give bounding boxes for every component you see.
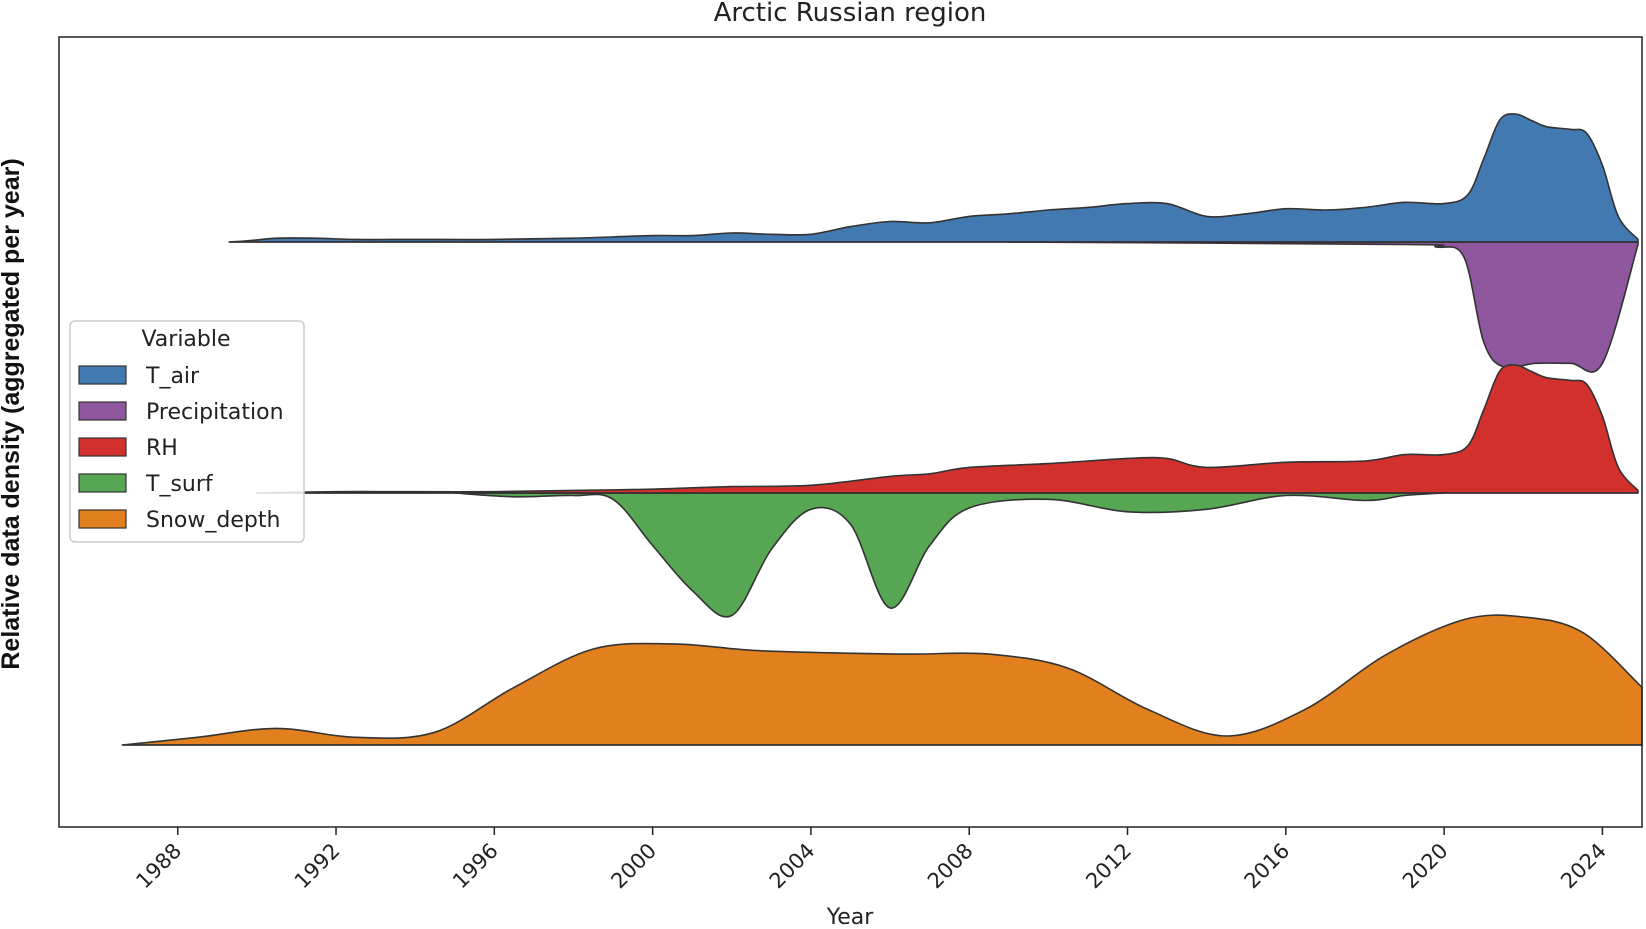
x-tick-label: 2008	[923, 839, 978, 894]
legend-swatch	[78, 401, 127, 421]
x-ticks: 1988 1992 1996 2000 2004 2008 2012 2016 2020 2024	[131, 827, 1611, 894]
series-area-rh	[256, 364, 1639, 494]
x-tick-label: 1996	[448, 839, 503, 894]
y-axis-label: Relative data density (aggregated per ye…	[0, 158, 25, 669]
legend-label: T_air	[145, 364, 200, 389]
legend-label: T_surf	[145, 472, 214, 497]
legend-swatch	[78, 509, 127, 529]
series-areas	[121, 113, 1643, 746]
series-area-precipitation	[1008, 241, 1639, 373]
x-tick-label: 2000	[606, 839, 661, 894]
x-tick-label: 2020	[1398, 839, 1453, 894]
legend-label: Snow_depth	[146, 508, 280, 533]
chart-title: Arctic Russian region	[714, 0, 987, 28]
legend-label: Precipitation	[146, 400, 284, 425]
legend-label: RH	[146, 436, 178, 461]
series-area-t-surf	[454, 492, 1445, 618]
legend-box	[69, 320, 305, 543]
plot-frame	[58, 36, 1643, 828]
x-tick-label: 1992	[290, 839, 345, 894]
x-tick-label: 2012	[1081, 839, 1136, 894]
x-tick-label: 2016	[1240, 839, 1295, 894]
x-axis-label: Year	[826, 905, 875, 929]
legend-swatch	[78, 437, 127, 457]
x-tick-label: 2004	[765, 839, 820, 894]
series-area-t-air	[228, 113, 1639, 243]
legend: Variable T_air Precipitation RH T_surf Snow_…	[69, 320, 305, 543]
legend-swatch	[78, 365, 127, 385]
series-area-snow-depth	[121, 614, 1643, 746]
legend-title: Variable	[141, 327, 230, 352]
x-tick-label: 2024	[1556, 839, 1611, 894]
x-tick-label: 1988	[131, 839, 186, 894]
legend-swatch	[78, 473, 127, 493]
